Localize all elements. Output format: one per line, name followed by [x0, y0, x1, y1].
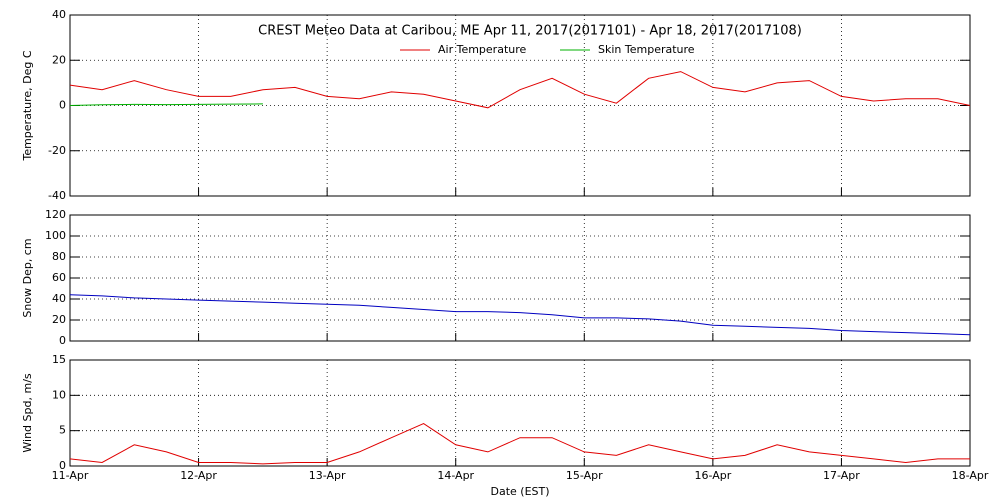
x-tick-label: 15-Apr: [566, 469, 603, 482]
y-tick-label: 40: [52, 8, 66, 21]
legend-label: Air Temperature: [438, 43, 527, 56]
y-tick-label: 60: [52, 271, 66, 284]
data-line: [69, 294, 971, 336]
data-line: [69, 103, 263, 106]
x-tick-label: 17-Apr: [823, 469, 860, 482]
data-line: [69, 71, 971, 109]
y-tick-label: 80: [52, 250, 66, 263]
y-tick-label: 100: [45, 229, 66, 242]
x-axis-label: Date (EST): [490, 485, 549, 498]
plot-frame: [69, 214, 971, 342]
plot-frame: [69, 359, 971, 467]
x-tick-label: 11-Apr: [52, 469, 89, 482]
y-tick-label: 20: [52, 53, 66, 66]
chart-title: CREST Meteo Data at Caribou, ME Apr 11, …: [258, 24, 802, 39]
y-axis-label: Snow Dep, cm: [21, 238, 34, 317]
y-axis-label: Temperature, Deg C: [21, 50, 34, 161]
y-tick-label: 20: [52, 313, 66, 326]
y-tick-label: 0: [59, 459, 66, 472]
legend-label: Skin Temperature: [598, 43, 695, 56]
y-tick-label: -40: [48, 189, 66, 202]
x-tick-label: 18-Apr: [952, 469, 989, 482]
y-tick-label: 0: [59, 99, 66, 112]
y-axis-label: Wind Spd, m/s: [21, 373, 34, 453]
x-tick-label: 12-Apr: [180, 469, 217, 482]
x-tick-label: 16-Apr: [694, 469, 731, 482]
y-tick-label: 120: [45, 208, 66, 221]
data-line: [69, 423, 970, 465]
y-tick-label: -20: [48, 144, 66, 157]
y-tick-label: 10: [52, 388, 66, 401]
y-tick-label: 5: [59, 424, 66, 437]
y-tick-label: 0: [59, 334, 66, 347]
x-tick-label: 14-Apr: [437, 469, 474, 482]
y-tick-label: 40: [52, 292, 66, 305]
x-tick-label: 13-Apr: [309, 469, 346, 482]
y-tick-label: 15: [52, 353, 66, 366]
